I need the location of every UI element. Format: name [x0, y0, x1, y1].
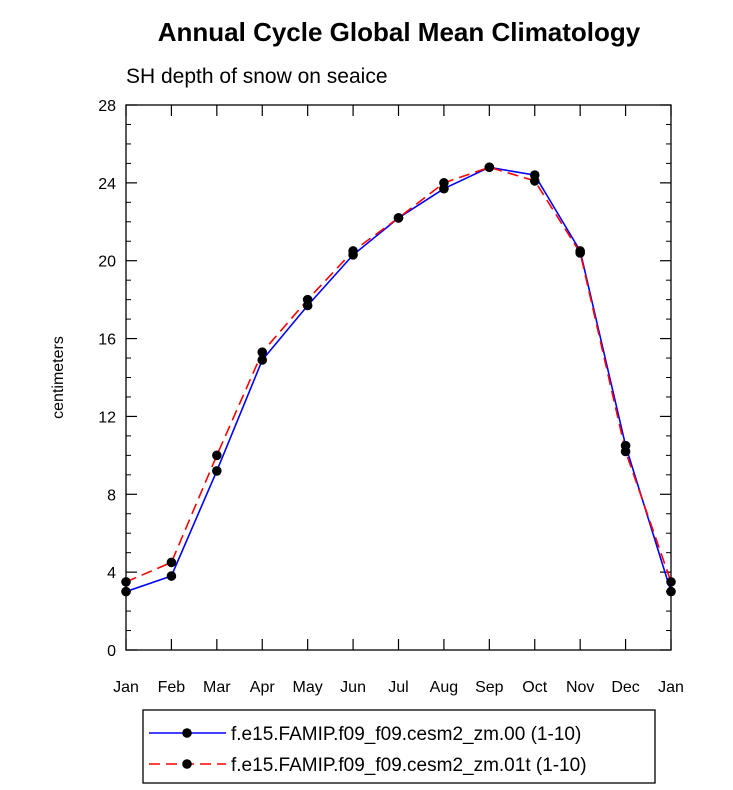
series-2-point — [529, 176, 540, 186]
y-tick-label: 28 — [98, 98, 116, 115]
series-1-point — [121, 586, 131, 597]
series-1-point — [166, 571, 177, 581]
legend: f.e15.FAMIP.f09_f09.cesm2_zm.00 (1-10) f.… — [142, 709, 656, 784]
series-2-point — [484, 162, 495, 173]
x-tick-label: May — [293, 679, 323, 696]
legend-box — [142, 709, 656, 784]
chart-title: Annual Cycle Global Mean Climatology — [158, 17, 641, 47]
plot-frame — [125, 104, 672, 651]
x-tick-label: Jan — [113, 679, 139, 696]
x-tick-label: Feb — [158, 679, 186, 696]
series-line-1 — [125, 166, 672, 593]
series-2-point — [393, 213, 404, 223]
x-tick-label: Apr — [250, 679, 276, 696]
y-tick-label: 12 — [98, 409, 116, 426]
series-2-point — [257, 347, 268, 357]
series-layer — [121, 162, 676, 597]
x-tick-label: Jan — [658, 679, 684, 696]
x-tick-label: Mar — [203, 679, 231, 696]
chart-subtitle: SH depth of snow on seaice — [126, 65, 388, 88]
series-2-point — [121, 577, 131, 587]
series-2-point — [620, 446, 631, 457]
x-tick-label: Nov — [566, 679, 594, 696]
x-tick-label: Sep — [475, 679, 504, 696]
y-tick-label: 16 — [98, 332, 116, 349]
y-tick-label: 24 — [98, 176, 116, 193]
x-tick-label: Aug — [430, 679, 458, 696]
axis-ticks: 0 4 8 12 16 20 24 28 Jan Feb Mar Apr May Jun Jul Aug Sep… — [98, 98, 684, 696]
series-2-point — [212, 450, 222, 461]
legend-label-2: f.e15.FAMIP.f09_f09.cesm2_zm.01t (1-10) — [231, 755, 587, 776]
legend-marker-1 — [182, 728, 192, 738]
x-tick-label: Dec — [611, 679, 639, 696]
legend-marker-2 — [182, 759, 192, 769]
y-tick-label: 20 — [98, 254, 116, 271]
series-1-point — [212, 466, 222, 476]
y-tick-label: 4 — [107, 565, 116, 582]
y-tick-label: 8 — [107, 487, 116, 504]
series-2-point — [575, 248, 585, 258]
y-tick-label: 0 — [107, 643, 116, 660]
series-2-point — [439, 178, 449, 188]
y-axis-label: centimeters — [50, 336, 67, 419]
series-2-point — [348, 246, 358, 256]
series-1-point — [666, 586, 676, 597]
series-1-point — [257, 355, 268, 365]
series-line-2 — [125, 166, 672, 583]
x-tick-label: Oct — [522, 679, 547, 696]
series-2-point — [302, 294, 313, 305]
x-tick-label: Jul — [388, 679, 408, 696]
legend-label-1: f.e15.FAMIP.f09_f09.cesm2_zm.00 (1-10) — [231, 724, 581, 745]
series-2-point — [666, 577, 676, 587]
series-2-point — [166, 557, 177, 568]
x-tick-label: Jun — [340, 679, 366, 696]
